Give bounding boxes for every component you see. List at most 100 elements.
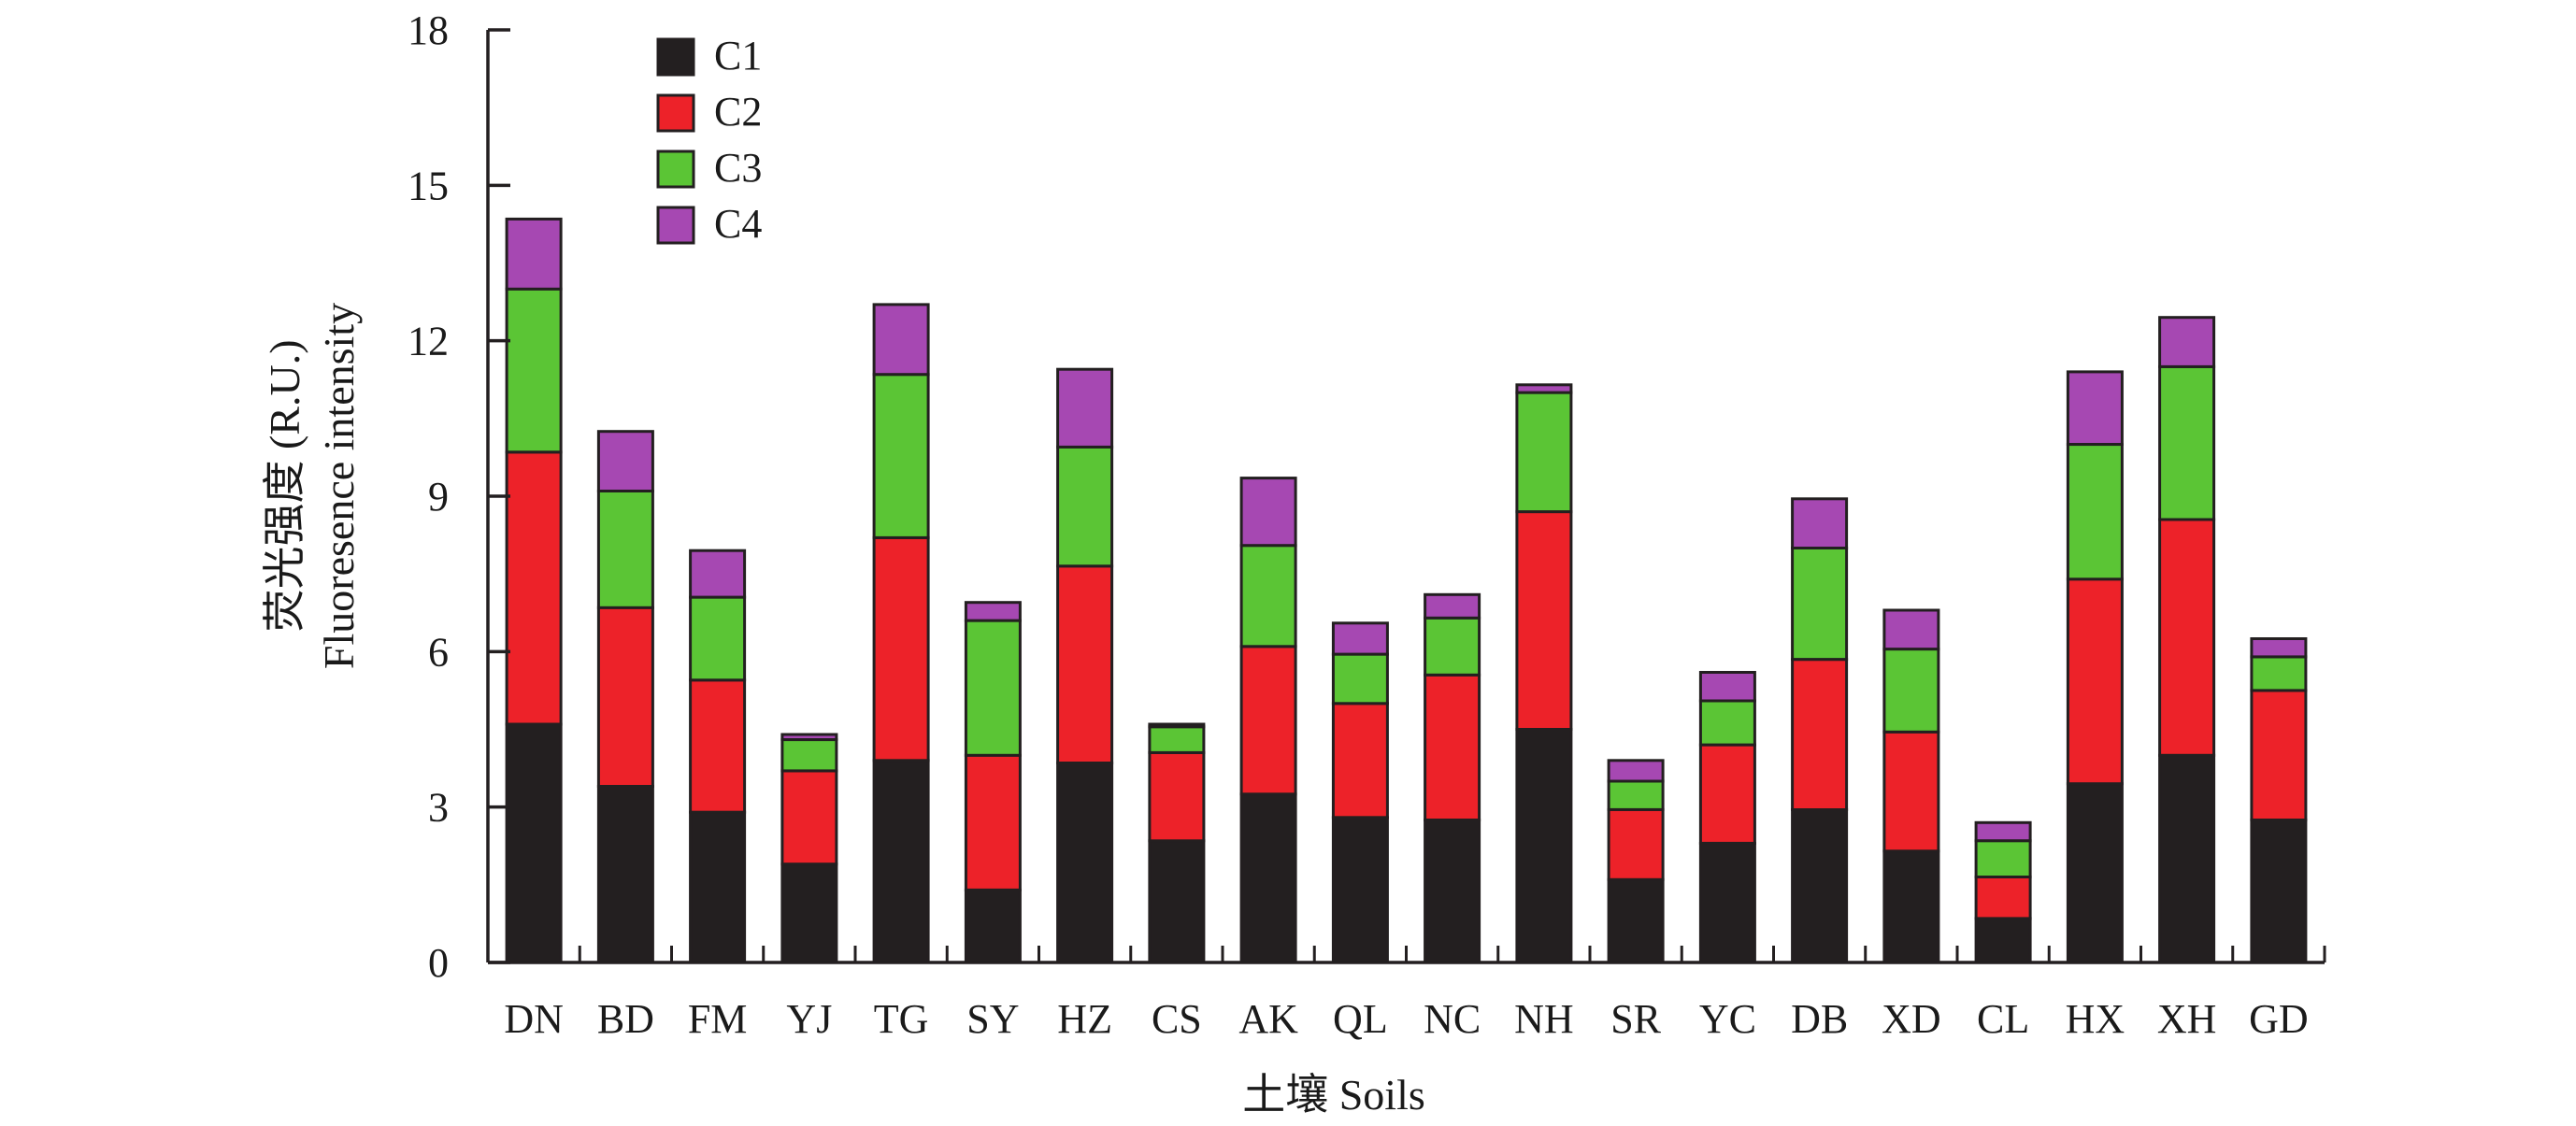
x-tick-label: AK	[1238, 996, 1298, 1042]
bar-hx-c3	[2066, 443, 2124, 581]
bar-gd-c3	[2250, 655, 2308, 692]
bar-hx-c4	[2066, 370, 2124, 446]
bar-ak-c1	[1239, 792, 1297, 964]
bar-stack-ak	[1239, 477, 1297, 964]
bar-yc-c4	[1698, 671, 1756, 703]
legend-swatch	[656, 150, 695, 189]
bar-xd-c2	[1882, 730, 1940, 853]
y-axis-title-line-2: Fluoresence intensity	[315, 303, 363, 669]
bar-yj-c2	[780, 769, 838, 866]
bar-cl-c2	[1974, 876, 2032, 920]
bar-bd-c4	[596, 430, 654, 493]
y-tick-label: 9	[428, 474, 449, 520]
x-tick-label: NC	[1424, 996, 1481, 1042]
bar-ql-c3	[1331, 652, 1389, 706]
legend-item-c1: C1	[656, 33, 762, 78]
bar-sr-c2	[1607, 807, 1665, 881]
bar-nh-c3	[1515, 391, 1573, 514]
bar-ql-c1	[1331, 816, 1389, 964]
bar-yj-c1	[780, 862, 838, 964]
x-tick-label: SR	[1610, 996, 1661, 1042]
x-tick-label: GD	[2249, 996, 2309, 1042]
bar-cs-c1	[1148, 839, 1206, 964]
bars-layer	[505, 217, 2308, 964]
x-tick-label: YJ	[786, 996, 832, 1042]
legend-item-c2: C2	[656, 89, 762, 135]
x-axis-title: 土壤 Soils	[1242, 1071, 1425, 1119]
bar-sy-c4	[964, 601, 1022, 622]
bar-stack-sr	[1607, 759, 1665, 964]
bar-gd-c1	[2250, 819, 2308, 964]
y-axis-title: 荧光强度 (R.U.) Fluoresence intensity	[261, 303, 363, 669]
bar-stack-bd	[596, 430, 654, 964]
legend-label: C1	[714, 33, 762, 78]
bar-nc-c2	[1424, 673, 1481, 821]
bar-dn-c2	[505, 450, 563, 726]
bar-stack-gd	[2250, 637, 2308, 964]
legend: C1 C2 C3 C4	[656, 33, 762, 247]
bar-stack-cl	[1974, 820, 2032, 964]
x-tick-label: NH	[1514, 996, 1574, 1042]
bar-sy-c2	[964, 753, 1022, 891]
bar-stack-fm	[689, 549, 747, 964]
bar-hz-c1	[1056, 762, 1114, 964]
y-tick-label: 12	[408, 319, 449, 364]
x-tick-label: DN	[504, 996, 564, 1042]
bar-stack-yj	[780, 733, 838, 964]
y-axis-title-line-1: 荧光强度 (R.U.)	[261, 339, 308, 632]
legend-swatch	[656, 206, 695, 245]
bar-fm-c3	[689, 595, 747, 682]
bar-nh-c1	[1515, 728, 1573, 964]
bar-stack-ql	[1331, 621, 1389, 964]
bar-cl-c3	[1974, 839, 2032, 879]
bar-stack-yc	[1698, 671, 1756, 964]
legend-label: C2	[714, 89, 762, 135]
legend-label: C4	[714, 201, 762, 247]
bar-xh-c4	[2158, 316, 2216, 368]
bar-sr-c1	[1607, 877, 1665, 964]
bar-sy-c3	[964, 619, 1022, 757]
x-tick-label: QL	[1333, 996, 1388, 1042]
bar-hz-c4	[1056, 367, 1114, 449]
bar-db-c4	[1791, 497, 1849, 549]
x-tick-label: BD	[597, 996, 654, 1042]
bar-tg-c3	[872, 373, 930, 539]
bar-yc-c3	[1698, 699, 1756, 747]
bar-dn-c3	[505, 287, 563, 454]
bar-gd-c4	[2250, 637, 2308, 659]
y-tick-label: 6	[428, 629, 449, 675]
bar-gd-c2	[2250, 689, 2308, 822]
bar-bd-c2	[596, 606, 654, 789]
legend-swatch	[656, 93, 695, 133]
legend-swatch	[656, 37, 695, 77]
x-tick-label: FM	[688, 996, 748, 1042]
bar-hx-c1	[2066, 782, 2124, 964]
legend-item-c4: C4	[656, 201, 762, 247]
bar-bd-c1	[596, 785, 654, 964]
bar-db-c2	[1791, 658, 1849, 812]
bar-dn-c4	[505, 217, 563, 291]
bar-fm-c1	[689, 810, 747, 964]
bar-cl-c1	[1974, 917, 2032, 964]
x-tick-label: HZ	[1057, 996, 1112, 1042]
bar-stack-cs	[1148, 722, 1206, 964]
bar-nh-c2	[1515, 510, 1573, 731]
x-tick-label: CL	[1977, 996, 2029, 1042]
bar-sy-c1	[964, 888, 1022, 964]
bar-dn-c1	[505, 722, 563, 964]
bar-xh-c1	[2158, 753, 2216, 964]
bar-stack-xh	[2158, 316, 2216, 964]
x-tick-label: YC	[1699, 996, 1756, 1042]
bar-xh-c2	[2158, 518, 2216, 757]
bar-stack-nh	[1515, 383, 1573, 964]
bar-fm-c4	[689, 549, 747, 599]
y-tick-label: 15	[408, 163, 449, 208]
x-tick-label: SY	[966, 996, 1019, 1042]
y-axis: 0 3 6 9 12 15 18	[408, 7, 510, 986]
bar-cs-c2	[1148, 751, 1206, 843]
x-axis: DN BD FM YJ TG SY HZ CS AK QL NC NH SR YC DB XD CL HX XH GD	[486, 946, 2326, 1042]
x-tick-label: CS	[1152, 996, 1202, 1042]
bar-yj-c4	[780, 733, 838, 741]
bar-xh-c3	[2158, 364, 2216, 521]
